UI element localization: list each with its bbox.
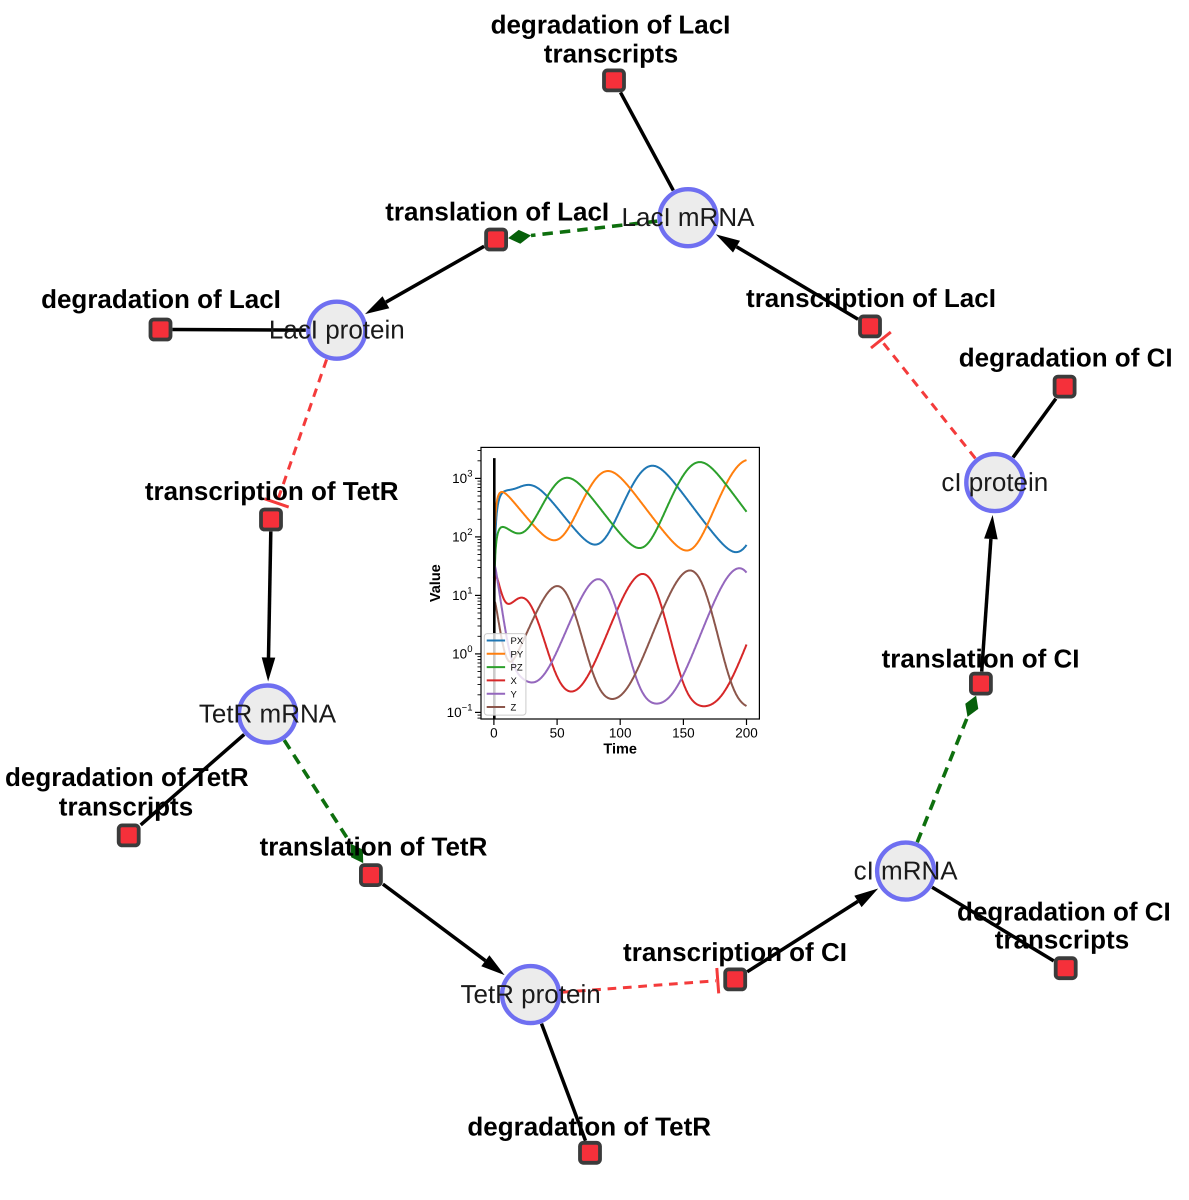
svg-text:transcription of LacI: transcription of LacI [746,283,996,313]
svg-text:TetR protein: TetR protein [461,979,601,1009]
svg-text:101: 101 [452,586,472,604]
svg-text:PY: PY [511,649,524,660]
svg-text:0: 0 [490,726,498,741]
svg-text:degradation of CI: degradation of CI [957,897,1171,927]
svg-text:10−1: 10−1 [447,703,473,721]
svg-text:degradation of TetR: degradation of TetR [5,762,249,792]
svg-text:cI protein: cI protein [941,467,1048,497]
svg-text:Value: Value [428,564,444,602]
svg-text:LacI protein: LacI protein [269,315,405,345]
svg-text:LacI mRNA: LacI mRNA [622,202,756,232]
svg-text:50: 50 [550,726,565,741]
svg-text:X: X [511,676,518,687]
svg-text:degradation of CI: degradation of CI [959,342,1173,372]
svg-text:transcription of TetR: transcription of TetR [145,476,399,506]
svg-text:PZ: PZ [511,663,523,674]
svg-text:transcription of CI: transcription of CI [623,937,847,967]
svg-text:TetR mRNA: TetR mRNA [199,699,337,729]
svg-text:103: 103 [452,469,472,487]
svg-text:degradation of LacI: degradation of LacI [41,284,281,314]
svg-text:Z: Z [511,703,517,714]
svg-text:transcripts: transcripts [995,925,1129,955]
svg-text:102: 102 [452,527,472,545]
svg-text:translation of LacI: translation of LacI [385,196,609,226]
svg-text:degradation of LacI: degradation of LacI [491,10,731,40]
svg-text:translation of CI: translation of CI [882,644,1080,674]
svg-text:Time: Time [603,742,637,758]
svg-text:100: 100 [609,726,632,741]
svg-text:transcripts: transcripts [544,39,678,69]
svg-text:100: 100 [452,644,472,662]
svg-text:cI mRNA: cI mRNA [854,856,959,886]
svg-text:transcripts: transcripts [59,792,193,822]
svg-text:150: 150 [672,726,695,741]
svg-text:translation of TetR: translation of TetR [260,832,488,862]
svg-text:200: 200 [735,726,758,741]
svg-text:PX: PX [511,636,524,647]
svg-text:Y: Y [511,689,518,700]
svg-text:degradation of TetR: degradation of TetR [467,1112,711,1142]
